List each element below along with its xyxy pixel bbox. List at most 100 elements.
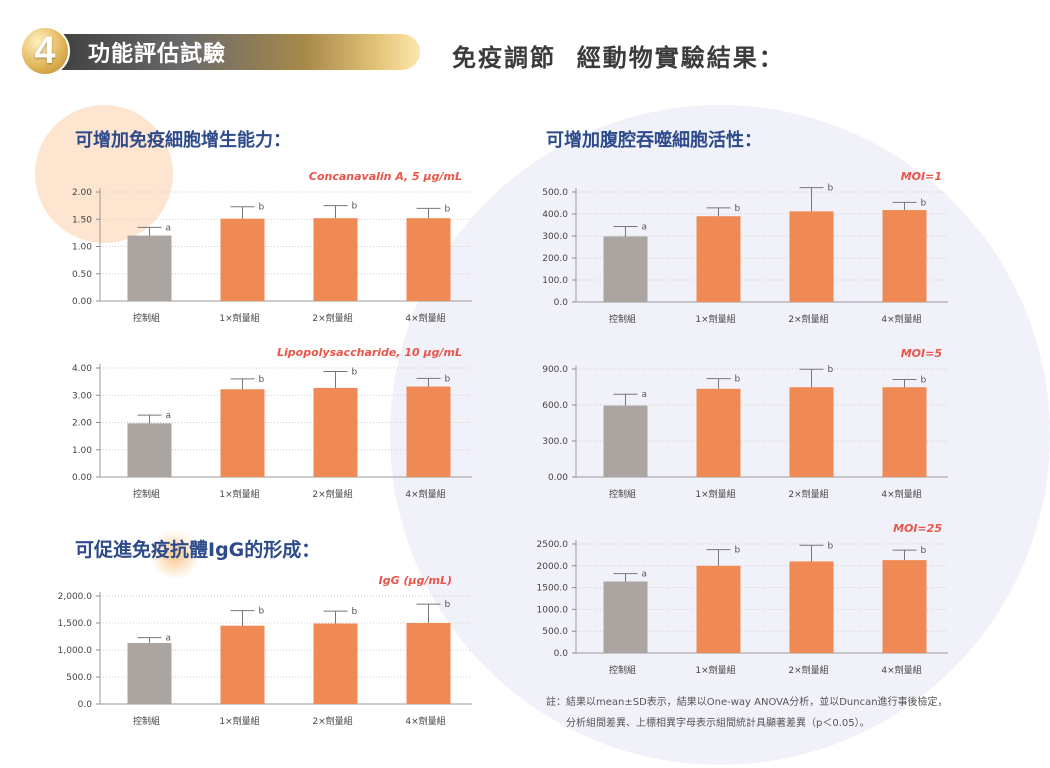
- significance-letter: b: [445, 374, 451, 384]
- x-tick-label: 4×劑量組: [405, 488, 445, 500]
- x-tick-label: 控制組: [609, 488, 636, 500]
- section-title-phagocytosis: 可增加腹腔吞噬細胞活性：: [546, 130, 762, 151]
- y-tick-label: 200.0: [542, 254, 568, 264]
- bar: [313, 387, 358, 477]
- y-tick-label: 0.50: [72, 270, 92, 280]
- significance-letter: b: [921, 198, 927, 208]
- bar: [313, 623, 358, 704]
- x-tick-label: 1×劑量組: [219, 715, 259, 727]
- x-tick-label: 1×劑量組: [695, 664, 735, 676]
- significance-letter: b: [445, 600, 451, 610]
- x-tick-label: 控制組: [609, 313, 636, 325]
- bar: [789, 387, 834, 477]
- y-tick-label: 2,000.0: [58, 592, 93, 602]
- bar: [220, 389, 265, 477]
- y-tick-label: 1,000.0: [58, 646, 93, 656]
- significance-letter: a: [166, 223, 172, 233]
- bar: [220, 625, 265, 704]
- section-banner: 4 功能評估試驗: [20, 26, 420, 76]
- chart-title: MOI=1: [901, 170, 942, 183]
- chart-title: MOI=5: [901, 347, 943, 360]
- background-accent-circle: [35, 105, 173, 243]
- significance-letter: b: [352, 607, 358, 617]
- bar: [406, 218, 451, 301]
- x-tick-label: 1×劑量組: [695, 313, 735, 325]
- y-tick-label: 500.0: [542, 627, 568, 637]
- y-tick-label: 1.00: [72, 446, 92, 456]
- y-tick-label: 500.0: [66, 673, 92, 683]
- x-tick-label: 2×劑量組: [788, 488, 828, 500]
- section-title-igg: 可促進免疫抗體IgG的形成：: [75, 539, 321, 561]
- bar: [696, 388, 741, 477]
- chart-moi-25: MOI=25 0.0 500.0 1000.0 1500.0 2000.0 2500.0 a 控…: [537, 522, 948, 676]
- significance-letter: b: [735, 375, 741, 385]
- y-tick-label: 2500.0: [537, 540, 569, 550]
- x-tick-label: 2×劑量組: [312, 312, 352, 324]
- footnote-line-1: 註：結果以mean±SD表示，結果以One-way ANOVA分析，並以Dunc…: [546, 697, 948, 708]
- y-tick-label: 1.00: [72, 243, 92, 253]
- banner-number: 4: [20, 26, 70, 76]
- x-tick-label: 2×劑量組: [788, 664, 828, 676]
- bar: [789, 211, 834, 302]
- y-tick-label: 500.0: [542, 188, 568, 198]
- bar: [603, 581, 648, 653]
- bar: [220, 218, 265, 301]
- significance-letter: a: [166, 634, 172, 644]
- significance-letter: b: [735, 546, 741, 556]
- significance-letter: b: [921, 375, 927, 385]
- x-tick-label: 4×劑量組: [405, 715, 445, 727]
- bar: [127, 235, 172, 301]
- y-tick-label: 1,500.0: [58, 619, 93, 629]
- significance-letter: b: [259, 607, 265, 617]
- x-tick-label: 1×劑量組: [219, 488, 259, 500]
- x-tick-label: 控制組: [133, 488, 160, 500]
- bar: [882, 210, 927, 302]
- chart-title: Lipopolysaccharide, 10 μg/mL: [277, 346, 462, 359]
- banner-bar: [40, 34, 420, 70]
- y-tick-label: 1.50: [72, 215, 92, 225]
- chart-lipopolysaccharide: Lipopolysaccharide, 10 μg/mL 0.00 1.00 2.00…: [72, 346, 472, 500]
- significance-letter: a: [642, 570, 648, 580]
- y-tick-label: 300.0: [542, 232, 568, 242]
- x-tick-label: 2×劑量組: [312, 488, 352, 500]
- y-tick-label: 400.0: [542, 210, 568, 220]
- y-tick-label: 100.0: [542, 276, 568, 286]
- y-tick-label: 0.00: [72, 297, 92, 307]
- y-tick-label: 0.0: [78, 700, 93, 710]
- y-tick-label: 600.0: [542, 401, 568, 411]
- significance-letter: b: [828, 184, 834, 194]
- significance-letter: b: [259, 203, 265, 213]
- y-tick-label: 2.00: [72, 419, 92, 429]
- y-tick-label: 0.00: [548, 473, 568, 483]
- bar: [696, 565, 741, 653]
- page-title: 免疫調節 經動物實驗結果：: [452, 44, 785, 72]
- y-tick-label: 900.0: [542, 365, 568, 375]
- significance-letter: a: [642, 390, 648, 400]
- significance-letter: a: [166, 411, 172, 421]
- footnote-line-2: 分析組間差異、上標相異字母表示組間統計具顯著差異（p＜0.05）。: [566, 718, 870, 729]
- y-tick-label: 0.0: [554, 649, 569, 659]
- x-tick-label: 2×劑量組: [788, 313, 828, 325]
- bar: [603, 236, 648, 302]
- x-tick-label: 4×劑量組: [405, 312, 445, 324]
- y-tick-label: 3.00: [72, 391, 92, 401]
- significance-letter: a: [642, 223, 648, 233]
- significance-letter: b: [352, 368, 358, 378]
- bar: [603, 405, 648, 477]
- bar: [127, 423, 172, 477]
- y-tick-label: 0.0: [554, 298, 569, 308]
- bar: [406, 623, 451, 704]
- y-tick-label: 2000.0: [537, 562, 569, 572]
- y-tick-label: 2.00: [72, 188, 92, 198]
- y-tick-label: 1500.0: [537, 584, 569, 594]
- significance-letter: b: [445, 204, 451, 214]
- y-tick-label: 4.00: [72, 364, 92, 374]
- x-tick-label: 控制組: [133, 715, 160, 727]
- chart-moi-1: MOI=1 0.0 100.0 200.0 300.0 400.0 500.0 a 控制組 b 1×…: [542, 170, 948, 325]
- x-tick-label: 4×劑量組: [881, 313, 921, 325]
- x-tick-label: 控制組: [133, 312, 160, 324]
- bar: [313, 218, 358, 301]
- chart-title: MOI=25: [893, 522, 942, 535]
- x-tick-label: 1×劑量組: [219, 312, 259, 324]
- significance-letter: b: [828, 365, 834, 375]
